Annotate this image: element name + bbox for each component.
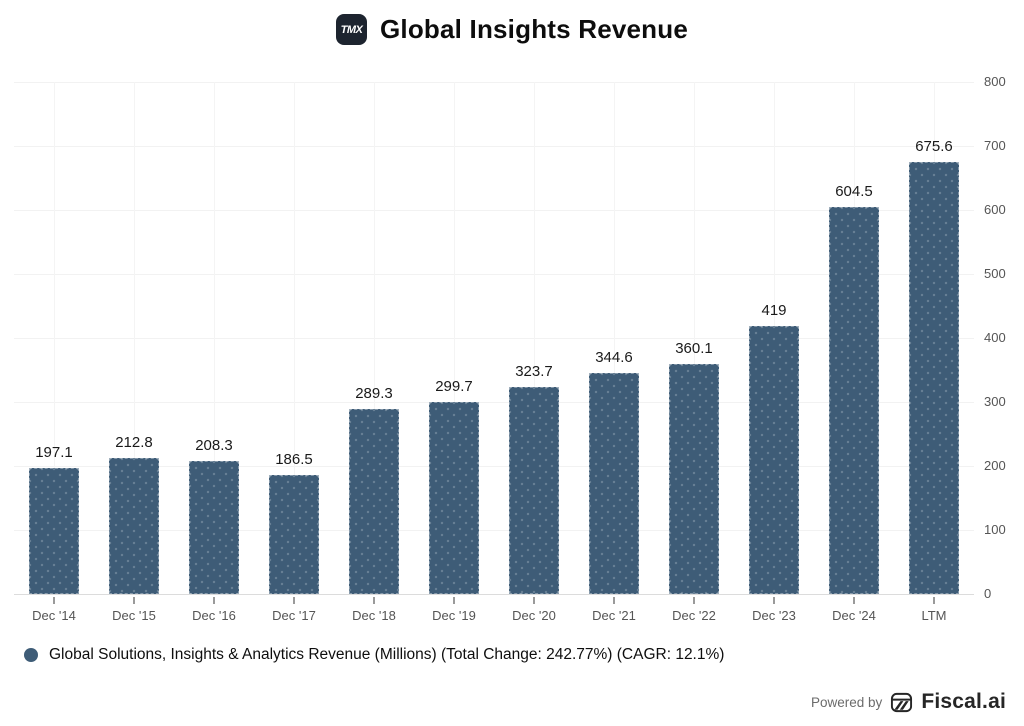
gridline-vertical (613, 82, 615, 594)
gridline-vertical (293, 82, 295, 594)
bar[interactable] (509, 386, 559, 594)
bar[interactable] (109, 457, 159, 594)
x-axis-tick-label: Dec '17 (272, 608, 316, 623)
y-axis-tick-label: 700 (984, 138, 1006, 153)
plot-area: 197.1 212.8 208.3 186.5 289.3 299.7 323.7 344.6… (14, 81, 974, 595)
legend-label: Global Solutions, Insights & Analytics R… (49, 646, 725, 663)
bar[interactable] (29, 467, 79, 594)
gridline-horizontal (14, 401, 974, 403)
y-axis-tick-label: 600 (984, 202, 1006, 217)
bar-value-label: 299.7 (435, 378, 473, 396)
y-axis-tick-label: 500 (984, 266, 1006, 281)
x-axis-tick (613, 597, 615, 604)
y-axis: 0 100 200 300 400 500 600 700 800 (984, 74, 1024, 601)
chart-title: Global Insights Revenue (380, 14, 688, 44)
y-axis-tick-label: 400 (984, 330, 1006, 345)
gridline-vertical (533, 82, 535, 594)
gridline-horizontal (14, 145, 974, 147)
x-axis-tick-label: Dec '16 (192, 608, 236, 623)
fiscal-ai-brand: Fiscal.ai (921, 690, 1006, 713)
fiscal-ai-logo-icon (890, 691, 913, 714)
x-axis-tick (213, 597, 215, 604)
x-axis-tick (53, 597, 55, 604)
x-axis-tick-label: LTM (921, 608, 947, 623)
bar-value-label: 323.7 (515, 362, 553, 380)
y-axis-tick-label: 800 (984, 74, 1006, 89)
x-axis-tick-label: Dec '22 (672, 608, 716, 623)
bar-value-label: 419 (761, 301, 787, 319)
y-axis-tick-label: 100 (984, 522, 1006, 537)
bar[interactable] (829, 207, 879, 594)
y-axis-tick-label: 300 (984, 394, 1006, 409)
x-axis-tick-label: Dec '15 (112, 608, 156, 623)
bar-value-label: 197.1 (35, 443, 73, 461)
x-axis-tick (453, 597, 455, 604)
bar[interactable] (349, 408, 399, 594)
x-axis-tick (933, 597, 935, 604)
bar[interactable] (189, 460, 239, 594)
x-axis-tick-label: Dec '20 (512, 608, 556, 623)
x-axis-tick-label: Dec '14 (32, 608, 76, 623)
bar-value-label: 360.1 (675, 339, 713, 357)
powered-by-label: Powered by (811, 694, 883, 710)
gridline-vertical (453, 82, 455, 594)
bar[interactable] (269, 474, 319, 594)
bar[interactable] (749, 325, 799, 594)
x-axis-tick (133, 597, 135, 604)
bar[interactable] (429, 402, 479, 594)
tmx-logo-text: TMX (340, 23, 363, 36)
x-axis-tick-label: Dec '19 (432, 608, 476, 623)
y-axis-tick-label: 0 (984, 586, 992, 601)
x-axis-tick-label: Dec '23 (752, 608, 796, 623)
y-axis-tick-label: 200 (984, 458, 1006, 473)
x-axis-tick (693, 597, 695, 604)
gridline-horizontal (14, 529, 974, 531)
x-axis-tick-label: Dec '18 (352, 608, 396, 623)
x-axis-tick (533, 597, 535, 604)
bar-value-label: 675.6 (915, 137, 953, 155)
bar[interactable] (909, 161, 959, 594)
gridline-horizontal (14, 465, 974, 467)
footer: Powered by Fiscal.ai (811, 690, 1006, 714)
gridline-horizontal (14, 209, 974, 211)
bar-value-label: 186.5 (275, 450, 313, 468)
gridline-horizontal (14, 81, 974, 83)
x-axis-tick (853, 597, 855, 604)
x-axis: Dec '14 Dec '15 Dec '16 Dec '17 Dec '18 Dec '… (14, 594, 974, 634)
x-axis-tick (293, 597, 295, 604)
gridline-horizontal (14, 593, 974, 595)
bar-value-label: 344.6 (595, 349, 633, 367)
x-axis-tick (373, 597, 375, 604)
bar-value-label: 289.3 (355, 384, 393, 402)
legend-marker-icon (24, 648, 38, 662)
x-axis-tick (773, 597, 775, 604)
gridline-vertical (373, 82, 375, 594)
gridline-vertical (693, 82, 695, 594)
gridline-vertical (133, 82, 135, 594)
bar-value-label: 604.5 (835, 183, 873, 201)
bar[interactable] (589, 373, 639, 594)
tmx-logo-icon: TMX (336, 14, 367, 45)
bar-value-label: 208.3 (195, 436, 233, 454)
x-axis-tick-label: Dec '24 (832, 608, 876, 623)
gridline-vertical (53, 82, 55, 594)
gridline-vertical (213, 82, 215, 594)
legend-item[interactable]: Global Solutions, Insights & Analytics R… (24, 646, 724, 664)
x-axis-tick-label: Dec '21 (592, 608, 636, 623)
chart-header: TMX Global Insights Revenue (0, 14, 1024, 45)
bar[interactable] (669, 363, 719, 594)
bar-value-label: 212.8 (115, 433, 153, 451)
gridline-horizontal (14, 273, 974, 275)
gridline-horizontal (14, 337, 974, 339)
